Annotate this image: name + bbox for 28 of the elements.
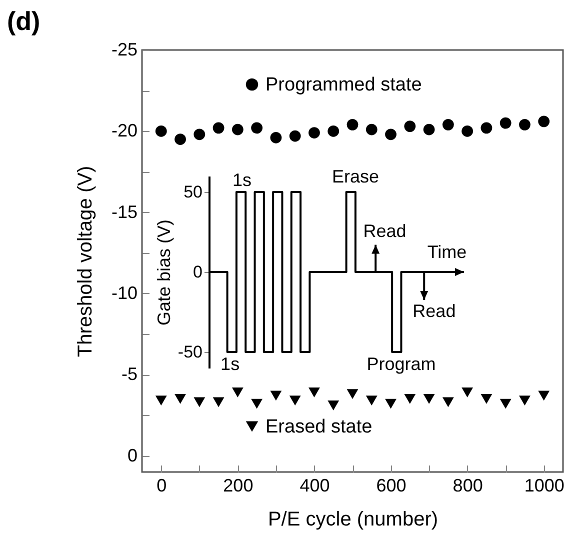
y-tick-label: -5 [121, 364, 138, 384]
y-axis-title: Threshold voltage (V) [74, 166, 96, 358]
y-axis-title: Gate bias (V) [154, 219, 174, 326]
y-tick-label: -15 [111, 202, 138, 222]
x-tick-label: 600 [376, 476, 406, 496]
annotation: Read [363, 221, 406, 241]
y-tick-label: -10 [111, 282, 138, 303]
annotation: 1s [220, 354, 240, 374]
annotation: Program [366, 354, 436, 374]
annotation: Time [427, 242, 467, 262]
annotation: Erase [332, 166, 379, 187]
x-tick-label: 200 [223, 476, 254, 496]
y-tick-label: 0 [193, 262, 202, 282]
x-tick-label: 0 [156, 476, 167, 496]
annotation: Read [412, 301, 456, 321]
y-tick-label: -50 [178, 342, 202, 362]
x-axis-title: P/E cycle (number) [268, 508, 438, 530]
y-tick-label: -25 [111, 40, 138, 60]
x-tick-label: 800 [452, 476, 483, 496]
legend-label: Programmed state [266, 74, 422, 96]
y-tick-label: 50 [184, 182, 202, 202]
x-tick-label: 400 [300, 476, 330, 496]
x-tick-label: 1000 [524, 476, 564, 496]
y-tick-label: -20 [111, 120, 138, 141]
annotation: 1s [232, 170, 252, 190]
legend-label: Erased state [266, 416, 372, 438]
y-tick-label: 0 [127, 445, 138, 466]
chart-title: (d) [7, 6, 40, 36]
